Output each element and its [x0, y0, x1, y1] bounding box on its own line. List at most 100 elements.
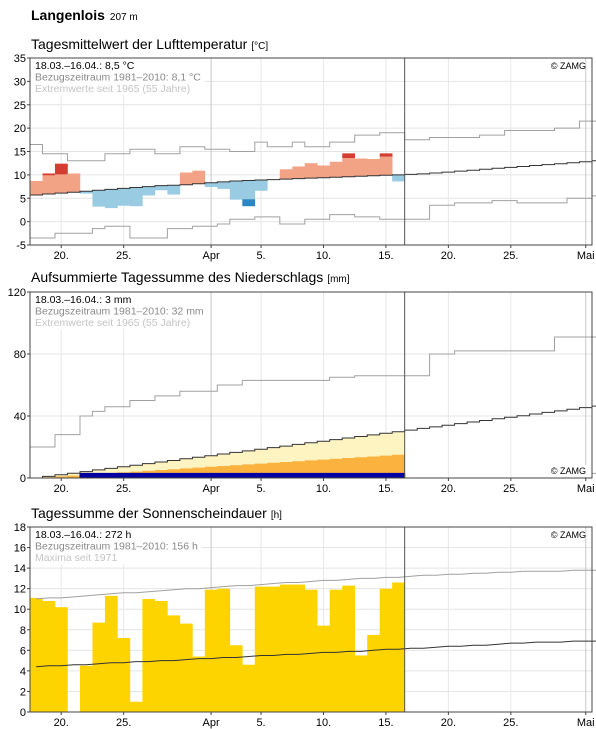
chart-title: Tagessumme der Sonnenscheindauer: [31, 505, 267, 521]
plot-frame: [29, 526, 593, 713]
sunshine-bar: [30, 597, 43, 712]
temp-anomaly-bar: [379, 153, 393, 157]
sunshine-bar: [192, 656, 206, 712]
x-tick-label: 10.: [316, 717, 331, 729]
temp-anomaly-bar: [179, 172, 193, 185]
x-tick-label: 25.: [503, 483, 518, 495]
credit-background: [548, 465, 588, 477]
sunshine-bar: [242, 664, 256, 712]
x-tick-label: 25.: [116, 250, 131, 262]
sunshine-bar: [104, 595, 118, 712]
x-tick-label: Apr: [203, 250, 220, 262]
chart-precipitation: Aufsummierte Tagessumme des Niederschlag…: [8, 269, 596, 495]
temp-anomaly-bar: [279, 169, 293, 180]
sunshine-bar: [267, 586, 281, 712]
sunshine-bar: [379, 588, 393, 712]
sunshine-bar: [292, 584, 306, 712]
credit-label: © ZAMG: [551, 530, 586, 540]
y-tick-label: 20: [14, 123, 26, 135]
x-tick-label: 5.: [256, 250, 265, 262]
temp-anomaly-bar: [104, 189, 118, 209]
y-tick-label: 30: [14, 76, 26, 88]
sunshine-bar: [129, 701, 143, 712]
temp-anomaly-bar: [317, 165, 331, 178]
sunshine-bar: [142, 598, 156, 712]
temp-anomaly-bar: [204, 182, 218, 188]
y-tick-label: -5: [16, 240, 26, 252]
temp-anomaly-bar: [367, 158, 380, 176]
y-tick-label: 12: [14, 584, 26, 596]
x-tick-label: 5.: [256, 717, 265, 729]
x-tick-label: 20.: [441, 250, 456, 262]
sunshine-bar: [329, 589, 343, 712]
station-elevation: 207 m: [110, 12, 138, 23]
info-line-1: 18.03.–16.04.: 8,5 °C: [35, 60, 135, 72]
x-tick-label: 25.: [503, 717, 518, 729]
x-tick-label: 20.: [54, 250, 69, 262]
precip-normal-rain-area: [30, 454, 405, 478]
sunshine-bar: [367, 634, 380, 712]
sunshine-max-line: [36, 569, 596, 600]
sunshine-bar: [79, 665, 93, 712]
info-line-1: 18.03.–16.04.: 3 mm: [35, 294, 132, 306]
temp-extreme-max-line: [30, 120, 596, 162]
x-tick-label: 20.: [441, 717, 456, 729]
temp-anomaly-bar: [242, 199, 256, 207]
temp-anomaly-bar: [392, 174, 405, 182]
info-box-background: [31, 59, 205, 95]
y-tick-label: 5: [20, 193, 26, 205]
x-tick-label: 15.: [378, 250, 393, 262]
temp-anomaly-bar: [254, 180, 268, 191]
y-tick-label: 0: [20, 473, 26, 485]
y-tick-label: 25: [14, 100, 26, 112]
x-tick-label: 15.: [378, 483, 393, 495]
chart-temperature: Tagesmittelwert der Lufttemperatur [°C] -5…: [14, 36, 596, 262]
y-tick-label: 40: [14, 411, 26, 423]
y-tick-label: 4: [20, 666, 26, 678]
temp-normal-line: [30, 160, 596, 196]
temp-anomaly-bar: [192, 170, 206, 184]
sunshine-bar: [254, 586, 268, 712]
y-tick-label: 10: [14, 170, 26, 182]
temp-anomaly-bar: [154, 185, 168, 191]
chart-panels: Tagesmittelwert der Lufttemperatur [°C] -5…: [8, 36, 596, 729]
station-name: Langenlois: [31, 7, 105, 23]
info-line-2: Bezugszeitraum 1981–2010: 8,1 °C: [35, 72, 201, 84]
temp-anomaly-bar: [329, 161, 343, 178]
temp-anomaly-bar: [242, 180, 256, 200]
y-tick-label: 10: [14, 604, 26, 616]
sunshine-bar: [179, 623, 193, 712]
chart-unit: [mm]: [327, 274, 349, 285]
x-tick-label: 15.: [378, 717, 393, 729]
temp-anomaly-bar: [292, 166, 306, 179]
sunshine-bar: [342, 585, 356, 712]
temp-anomaly-bar: [79, 191, 93, 194]
y-tick-label: 80: [14, 349, 26, 361]
sunshine-bar: [92, 622, 106, 712]
sunshine-bar: [354, 655, 368, 712]
temp-anomaly-bar: [304, 163, 318, 179]
credit-label: © ZAMG: [551, 61, 586, 71]
temp-anomaly-bar: [54, 174, 68, 194]
precip-normal-line: [30, 405, 596, 479]
temp-anomaly-bar: [342, 153, 356, 159]
sunshine-bar: [304, 589, 318, 712]
chart-sunshine: Tagessumme der Sonnenscheindauer [h] 0 2 4 6 8…: [14, 505, 596, 729]
y-tick-label: 18: [14, 522, 26, 534]
sunshine-bar: [279, 584, 293, 712]
info-line-2: Bezugszeitraum 1981–2010: 32 mm: [35, 306, 204, 318]
chart-title: Tagesmittelwert der Lufttemperatur: [31, 36, 248, 52]
y-tick-label: 16: [14, 543, 26, 555]
credit-label: © ZAMG: [551, 466, 586, 476]
temp-anomaly-bar: [42, 173, 56, 176]
y-tick-label: 0: [20, 707, 26, 719]
y-tick-label: 14: [14, 563, 26, 575]
chart-unit: [°C]: [251, 41, 268, 52]
sunshine-bar: [317, 625, 331, 712]
info-line-3: Maxima seit 1971: [35, 552, 117, 564]
sunshine-bar: [154, 601, 168, 712]
sunshine-bar: [54, 607, 68, 712]
chart-title: Aufsummierte Tagessumme des Niederschlag…: [31, 269, 323, 285]
